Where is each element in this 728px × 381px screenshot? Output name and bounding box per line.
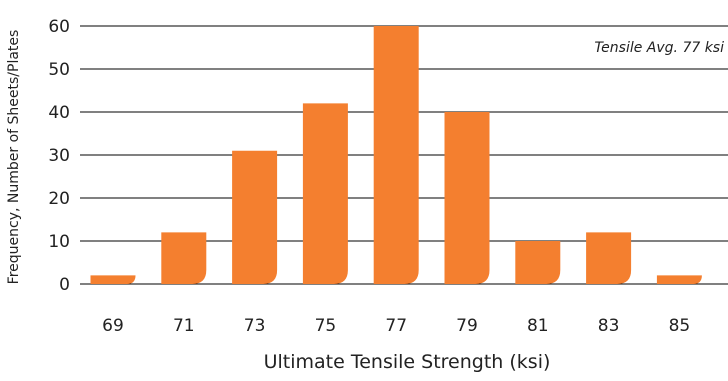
- y-tick-label: 20: [48, 189, 70, 209]
- y-tick-label: 40: [48, 103, 70, 123]
- x-tick-label: 73: [244, 316, 266, 336]
- bar-81: [515, 241, 561, 284]
- x-axis-label: Ultimate Tensile Strength (ksi): [264, 351, 551, 373]
- x-tick-label: 85: [669, 316, 691, 336]
- y-tick-labels: 0 10 20 30 40 50 60: [48, 17, 70, 295]
- y-tick-label: 30: [48, 146, 70, 166]
- annotation-label: Tensile Avg. 77 ksi: [594, 40, 724, 56]
- bar-71: [161, 232, 207, 284]
- bars: [90, 26, 702, 285]
- y-tick-label: 60: [48, 17, 70, 37]
- x-tick-label: 83: [598, 316, 620, 336]
- bar-79: [444, 112, 490, 284]
- bar-69: [90, 275, 136, 284]
- x-tick-label: 77: [385, 316, 407, 336]
- y-tick-label: 10: [48, 232, 70, 252]
- bar-75: [302, 103, 348, 285]
- x-tick-label: 79: [456, 316, 478, 336]
- bar-77: [373, 26, 419, 284]
- bar-85: [656, 275, 702, 284]
- bar-83: [586, 232, 632, 284]
- bar-73: [232, 150, 278, 284]
- y-axis-label: Frequency, Number of Sheets/Plates: [6, 30, 22, 285]
- x-tick-label: 69: [102, 316, 124, 336]
- y-tick-label: 0: [59, 275, 70, 295]
- x-tick-labels: 69 71 73 75 77 79 81 83 85: [102, 316, 690, 336]
- x-tick-label: 81: [527, 316, 549, 336]
- y-tick-label: 50: [48, 60, 70, 80]
- x-tick-label: 71: [173, 316, 195, 336]
- x-tick-label: 75: [315, 316, 337, 336]
